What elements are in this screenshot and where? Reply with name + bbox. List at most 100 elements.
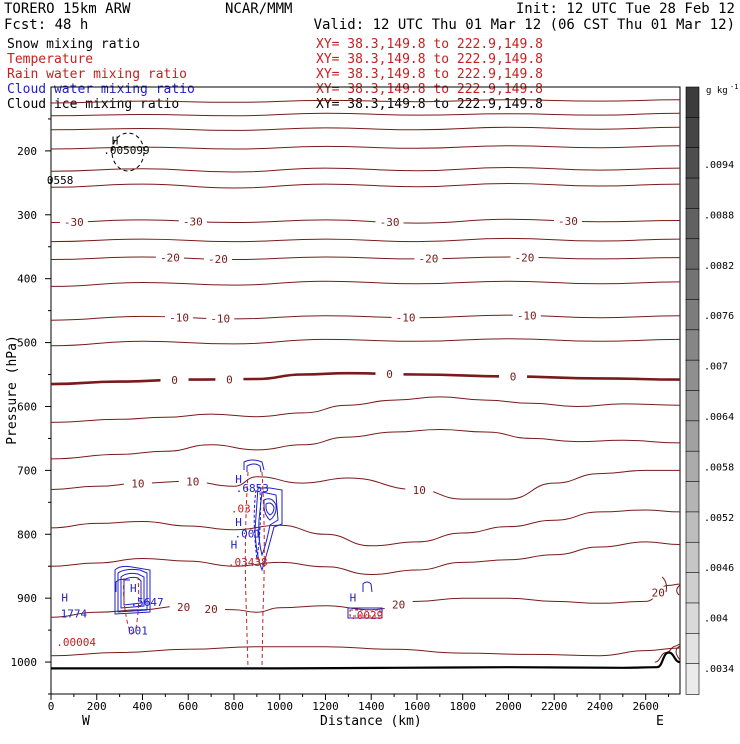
contour-label-10-1: -10 — [210, 313, 230, 326]
rain-contour-right — [349, 609, 381, 617]
temperature-contour-11 — [50, 338, 681, 347]
temperature-contour-14 — [50, 428, 681, 460]
x-tick-label-6: 1200 — [312, 700, 339, 713]
colorbar-tick-8: .0046 — [704, 563, 734, 574]
max-marker-h-0: H — [112, 135, 119, 148]
contour-label-bg-15-2 — [405, 484, 434, 497]
colorbar-tick-2: .0082 — [704, 261, 734, 272]
x-tick-label-7: 1400 — [358, 700, 385, 713]
header-fcst: Fcst: 48 h — [4, 17, 88, 33]
colorbar-segment-5 — [685, 238, 700, 270]
max-value-label-9: .03438 — [228, 556, 268, 569]
x-tick-label-4: 800 — [224, 700, 244, 713]
x-tick-label-8: 1600 — [404, 700, 431, 713]
colorbar-segment-18 — [685, 632, 700, 665]
rain-contour-left — [123, 577, 140, 634]
colorbar-unit: g kg — [706, 86, 728, 96]
legend-xy-cloud-ice: XY= 38.3,149.8 to 222.9,149.8 — [316, 97, 543, 112]
colorbar-segment-8 — [685, 329, 700, 361]
max-marker-h-6: H — [350, 591, 357, 604]
temperature-contour-5 — [50, 182, 681, 189]
temperature-contour-3 — [50, 145, 681, 150]
temperature-contour-16 — [50, 509, 681, 547]
hydrometeor-contours — [111, 132, 681, 669]
x-tick-label-3: 600 — [178, 700, 198, 713]
terrain-line — [51, 651, 681, 670]
colorbar-tick-3: .0076 — [704, 311, 734, 322]
contour-label-10-2: -10 — [396, 311, 416, 324]
y-tick-label-5: 700 — [17, 464, 37, 477]
max-value-label-4: .5647 — [131, 596, 164, 609]
legend-xy-rain: XY= 38.3,149.8 to 222.9,149.8 — [316, 67, 543, 82]
contour-label-8-2: -20 — [418, 253, 438, 266]
cloud-water-contour-right — [362, 581, 373, 593]
cloud-water-contour-center-top — [243, 459, 265, 471]
legend-label-snow: Snow mixing ratio — [7, 37, 140, 52]
contour-label-bg-8-1 — [203, 253, 232, 266]
max-value-label-1: 0558 — [47, 174, 74, 187]
y-axis-title: Pressure (hPa) — [5, 335, 20, 445]
header-valid: Valid: 12 UTC Thu 01 Mar 12 (06 CST Thu … — [314, 17, 735, 33]
colorbar-segment-12 — [685, 450, 700, 483]
colorbar-segment-7 — [685, 299, 700, 331]
cloud-ice-contour-upper — [111, 132, 145, 172]
x-axis-west-label: W — [82, 714, 90, 729]
contour-label-12-2: 0 — [386, 368, 393, 381]
x-axis-east-label: E — [656, 714, 664, 729]
contour-label-bg-12-1 — [215, 373, 244, 386]
contour-label-bg-6-3 — [553, 214, 582, 227]
y-tick-label-0: 200 — [17, 145, 37, 158]
y-tick-label-8: 1000 — [11, 656, 38, 669]
max-value-label-6: .6853 — [236, 482, 269, 495]
contour-label-bg-10-1 — [206, 312, 235, 325]
contour-label-bg-18-1 — [197, 603, 226, 616]
y-tick-label-6: 800 — [17, 528, 37, 541]
colorbar-tick-10: .0034 — [704, 664, 734, 675]
colorbar-tick-1: .0088 — [704, 210, 734, 221]
colorbar-segment-17 — [685, 602, 700, 635]
contour-label-bg-10-3 — [512, 309, 541, 322]
contour-label-bg-12-2 — [375, 368, 404, 381]
cloud-water-contour-center-1 — [254, 487, 283, 572]
temperature-contour-0 — [50, 99, 681, 104]
x-tick-label-12: 2400 — [587, 700, 614, 713]
contour-label-6-3: -30 — [558, 215, 578, 228]
colorbar-segment-0 — [685, 86, 700, 119]
contour-label-6-0: -30 — [64, 216, 84, 229]
contour-label-18-1: 20 — [204, 603, 217, 616]
contour-label-15-0: 10 — [131, 477, 144, 490]
temperature-contours: -30 -30 -30 -30-20 -20 -20 -20-10 -10 -10 -100 0 0 0… — [50, 99, 681, 670]
colorbar-segment-1 — [685, 117, 700, 149]
y-tick-label-2: 400 — [17, 273, 37, 286]
contour-label-bg-18-0 — [169, 600, 198, 613]
legend: Snow mixing ratio XY= 38.3,149.8 to 222.… — [7, 37, 543, 112]
contour-label-bg-18-3 — [644, 586, 673, 599]
max-value-label-10: .0029 — [350, 609, 383, 622]
rain-contour-center-2 — [261, 471, 265, 669]
x-tick-label-5: 1000 — [266, 700, 293, 713]
colorbar-segment-19 — [685, 663, 700, 695]
header-model: TORERO 15km ARW — [4, 1, 131, 17]
x-tick-label-13: 2600 — [632, 700, 659, 713]
max-value-label-5: 001 — [128, 625, 148, 638]
x-tick-label-0: 0 — [48, 700, 55, 713]
x-tick-label-2: 400 — [133, 700, 153, 713]
max-marker-h-2: H — [130, 582, 137, 595]
colorbar-segment-13 — [685, 481, 700, 513]
x-tick-label-1: 200 — [87, 700, 107, 713]
temperature-contour-1 — [50, 112, 681, 117]
colorbar-unit-exponent: -1 — [730, 83, 738, 91]
cloud-water-contour-right-2 — [347, 607, 383, 619]
plot-frame — [50, 86, 681, 695]
contour-label-bg-6-0 — [59, 215, 88, 228]
colorbar-segment-6 — [685, 268, 700, 301]
cloud-water-contour-left-4 — [123, 576, 142, 606]
y-tick-label-3: 500 — [17, 337, 37, 350]
contour-label-18-2: 20 — [392, 599, 405, 612]
temperature-contour-17 — [50, 541, 681, 576]
max-marker-h-5: H — [231, 538, 238, 551]
x-tick-label-9: 1800 — [449, 700, 476, 713]
legend-xy-cloud-water: XY= 38.3,149.8 to 222.9,149.8 — [316, 82, 543, 97]
